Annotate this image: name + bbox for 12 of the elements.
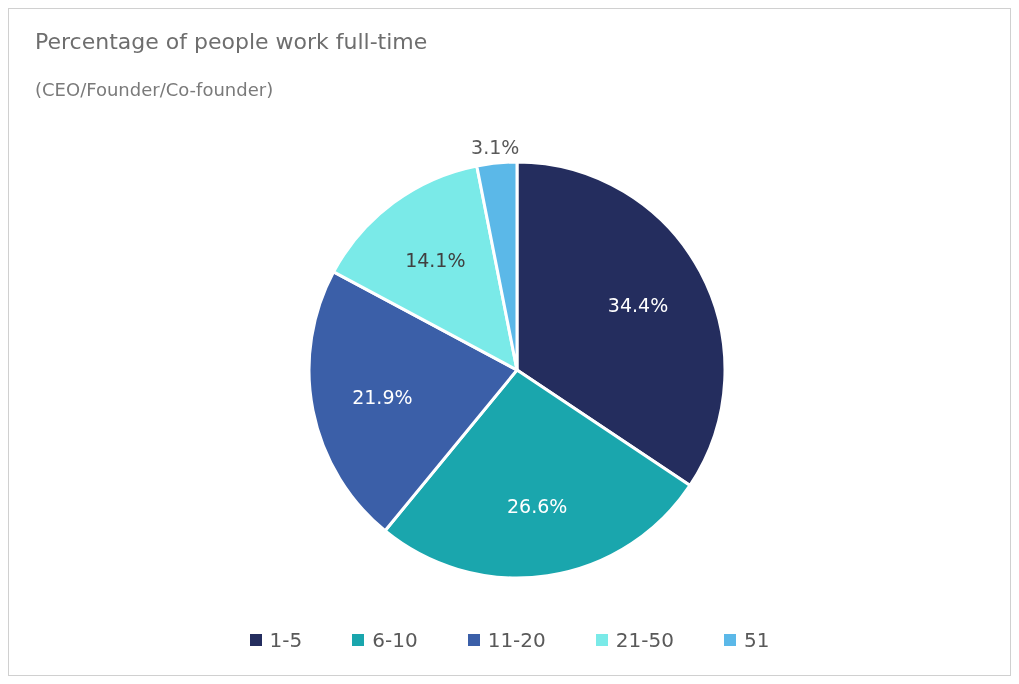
legend-label: 21-50 bbox=[614, 628, 674, 652]
data-label: 3.1% bbox=[471, 136, 520, 159]
legend-label: 11-20 bbox=[486, 628, 546, 652]
legend-label: 1-5 bbox=[268, 628, 303, 652]
data-label: 21.9% bbox=[352, 385, 413, 408]
data-label: 26.6% bbox=[507, 494, 568, 517]
chart-title: Percentage of people work full-time bbox=[35, 29, 428, 54]
chart-subtitle: (CEO/Founder/Co-founder) bbox=[35, 79, 274, 100]
data-label: 34.4% bbox=[607, 294, 669, 317]
legend-label: 6-10 bbox=[371, 628, 418, 652]
data-label: 14.1% bbox=[405, 248, 466, 271]
legend-label: 51 bbox=[742, 628, 770, 652]
